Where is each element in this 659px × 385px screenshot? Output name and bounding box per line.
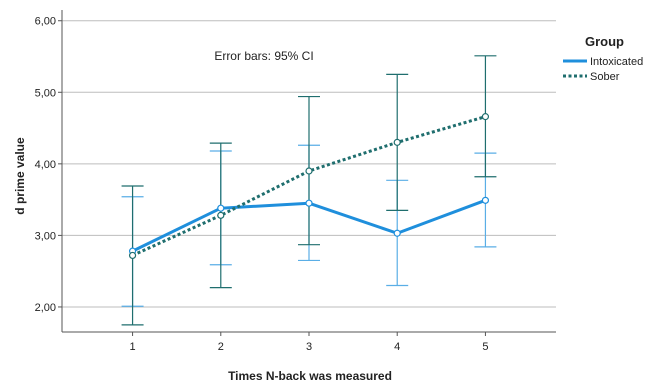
y-tick-labels: 2,00 3,00 4,00 5,00 6,00 (35, 16, 56, 314)
x-tick-labels: 1 2 3 4 5 (130, 332, 488, 353)
data-point-intoxicated (393, 229, 401, 237)
y-tick-label: 3,00 (35, 230, 56, 242)
y-axis-title: d prime value (13, 137, 27, 215)
error-bars (121, 55, 497, 326)
x-tick-label: 1 (130, 341, 136, 353)
legend: Group Intoxicated Sober (563, 34, 643, 83)
y-tick-label: 4,00 (35, 159, 56, 171)
data-point-sober (393, 138, 401, 146)
y-tick-label: 5,00 (35, 87, 56, 99)
y-tick-label: 2,00 (35, 302, 56, 314)
x-axis-title: Times N-back was measured (228, 369, 392, 383)
data-point-intoxicated (481, 196, 490, 204)
legend-label-sober: Sober (590, 71, 620, 83)
y-tick-label: 6,00 (35, 16, 56, 28)
data-point-intoxicated (217, 204, 225, 212)
series-line-sober (131, 115, 486, 257)
data-point-sober (217, 211, 225, 219)
data-point-sober (128, 251, 137, 260)
series-lines (128, 113, 490, 260)
legend-label-intoxicated: Intoxicated (590, 56, 643, 68)
x-tick-label: 3 (306, 341, 312, 353)
x-tick-label: 5 (482, 341, 488, 353)
legend-title: Group (585, 34, 624, 49)
data-point-sober (305, 167, 313, 175)
data-point-sober (481, 113, 490, 121)
x-tick-label: 2 (218, 341, 224, 353)
data-point-intoxicated (305, 199, 313, 207)
annotation-error-bars: Error bars: 95% CI (214, 49, 313, 63)
x-tick-label: 4 (394, 341, 400, 353)
